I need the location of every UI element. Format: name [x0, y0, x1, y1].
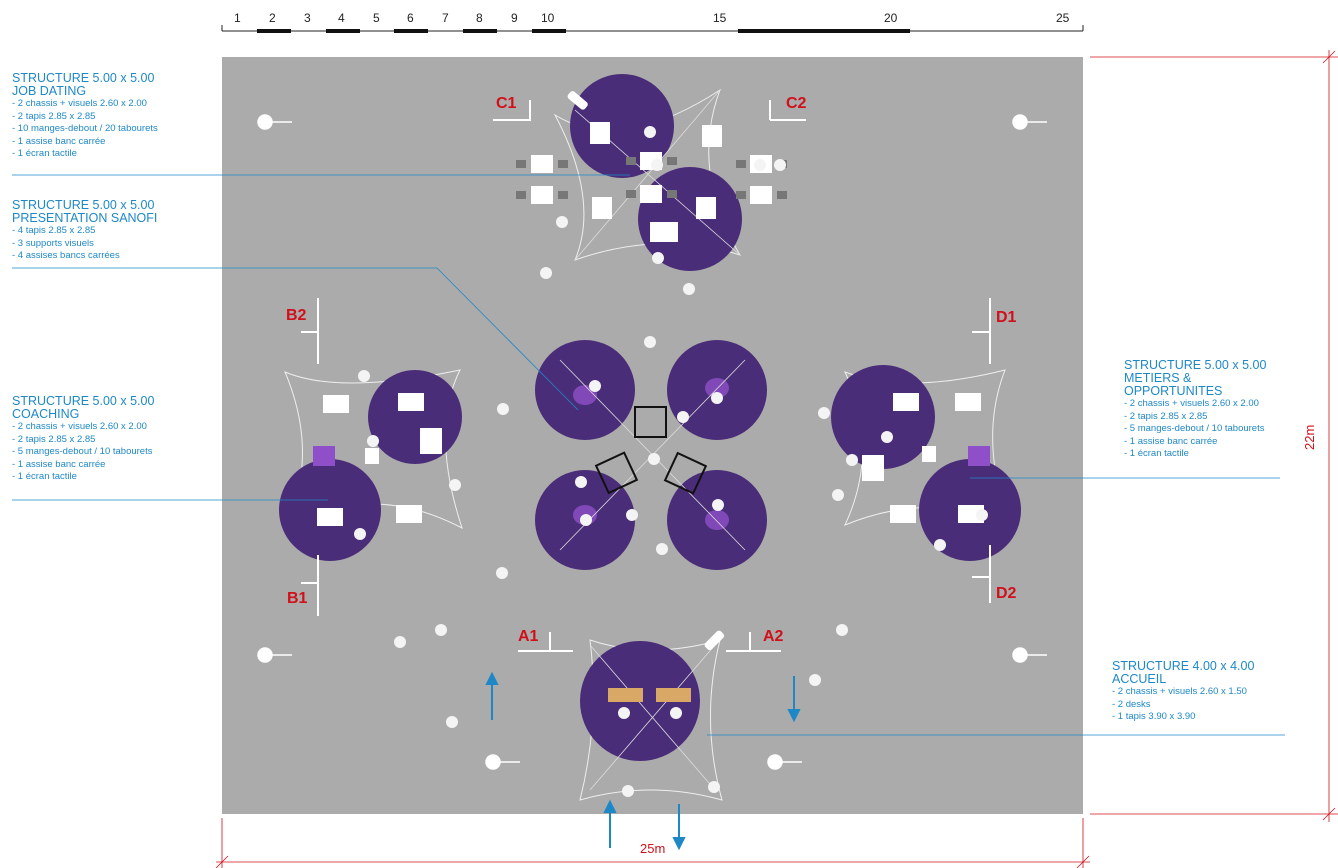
zone-label-d1: D1	[996, 309, 1017, 326]
note-title: STRUCTURE 4.00 x 4.00	[1112, 659, 1255, 673]
job-dating-furniture	[516, 122, 787, 242]
height-label: 22m	[1302, 425, 1317, 450]
note-line: - 4 tapis 2.85 x 2.85	[12, 225, 96, 236]
scale-number: 20	[884, 11, 898, 25]
note-line: - 4 assises bancs carrées	[12, 250, 120, 261]
note-title: STRUCTURE 5.00 x 5.00	[12, 198, 155, 212]
scale-number: 6	[407, 11, 414, 25]
note-line: - 5 manges-debout / 10 tabourets	[1124, 423, 1265, 434]
note-line: - 3 supports visuels	[12, 237, 94, 249]
note-line: - 2 tapis 2.85 x 2.85	[12, 110, 96, 122]
note-line: - 1 tapis 3.90 x 3.90	[1112, 711, 1196, 722]
scale-number: 4	[338, 11, 345, 25]
spotlights	[257, 114, 1047, 770]
scale-number: 1	[234, 11, 241, 25]
scale-number: 3	[304, 11, 311, 25]
note-title: ACCUEIL	[1112, 672, 1167, 686]
note-title: STRUCTURE 5.00 x 5.00	[1124, 358, 1267, 372]
note-title: STRUCTURE 5.00 x 5.00	[12, 394, 155, 408]
note-title: JOB DATING	[12, 84, 87, 98]
height-dimension	[1090, 50, 1338, 822]
zone-label-b1: B1	[287, 590, 308, 607]
width-label: 25m	[640, 841, 665, 856]
scale-number: 9	[511, 11, 518, 25]
scale-number: 8	[476, 11, 483, 25]
note-presentation: STRUCTURE 5.00 x 5.00 PRESENTATION SANOF…	[12, 199, 272, 263]
note-line: - 2 chassis + visuels 2.60 x 2.00	[12, 421, 147, 432]
note-line: - 1 écran tactile	[12, 471, 77, 482]
note-line: - 2 chassis + visuels 2.60 x 1.50	[1112, 686, 1247, 697]
scale-number: 10	[541, 11, 555, 25]
scale-number: 5	[373, 11, 380, 25]
note-line: - 1 assise banc carrée	[12, 458, 106, 470]
note-line: - 1 assise banc carrée	[1124, 435, 1218, 447]
scale-bar: 1 2 3 4 5 6 7 8 9 10 15 20 25	[221, 11, 1084, 33]
note-line: - 1 écran tactile	[12, 148, 77, 159]
zone-label-a2: A2	[763, 628, 784, 645]
note-line: - 5 manges-debout / 10 tabourets	[12, 446, 153, 457]
zone-label-a1: A1	[518, 628, 539, 645]
note-line: - 1 assise banc carrée	[12, 135, 106, 147]
accueil-structure	[579, 630, 725, 801]
width-dimension	[215, 818, 1090, 868]
note-title: OPPORTUNITES	[1124, 384, 1223, 398]
note-line: - 2 chassis + visuels 2.60 x 2.00	[1124, 398, 1259, 409]
note-line: - 2 tapis 2.85 x 2.85	[1124, 410, 1208, 422]
scale-number: 7	[442, 11, 449, 25]
note-line: - 2 tapis 2.85 x 2.85	[12, 433, 96, 445]
note-line: - 1 écran tactile	[1124, 448, 1189, 459]
zone-markers	[301, 100, 991, 652]
zone-label-c1: C1	[496, 95, 517, 112]
note-line: - 2 chassis + visuels 2.60 x 2.00	[12, 98, 147, 109]
flow-arrows	[485, 671, 801, 851]
note-job-dating: STRUCTURE 5.00 x 5.00 JOB DATING - 2 cha…	[12, 72, 272, 161]
note-coaching: STRUCTURE 5.00 x 5.00 COACHING - 2 chass…	[12, 395, 272, 484]
scale-number: 15	[713, 11, 727, 25]
zone-label-d2: D2	[996, 585, 1017, 602]
note-metiers: STRUCTURE 5.00 x 5.00 METIERS & OPPORTUN…	[1124, 359, 1324, 461]
note-accueil: STRUCTURE 4.00 x 4.00 ACCUEIL - 2 chassi…	[1112, 660, 1312, 724]
note-title: COACHING	[12, 407, 80, 421]
metiers-structure	[831, 365, 1021, 561]
note-title: METIERS &	[1124, 371, 1192, 385]
zone-label-b2: B2	[286, 307, 307, 324]
zone-label-c2: C2	[786, 95, 807, 112]
scale-number: 25	[1056, 11, 1070, 25]
note-title: PRESENTATION SANOFI	[12, 211, 158, 225]
scale-number: 2	[269, 11, 276, 25]
note-line: - 2 desks	[1112, 698, 1151, 710]
leader-lines	[12, 174, 1285, 736]
people-markers	[354, 126, 988, 797]
note-line: - 10 manges-debout / 20 tabourets	[12, 123, 158, 134]
note-title: STRUCTURE 5.00 x 5.00	[12, 71, 155, 85]
